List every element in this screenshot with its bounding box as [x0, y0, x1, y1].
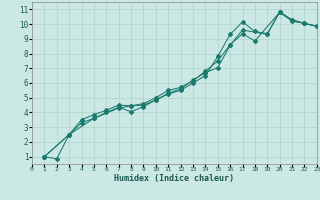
X-axis label: Humidex (Indice chaleur): Humidex (Indice chaleur) [115, 174, 234, 183]
